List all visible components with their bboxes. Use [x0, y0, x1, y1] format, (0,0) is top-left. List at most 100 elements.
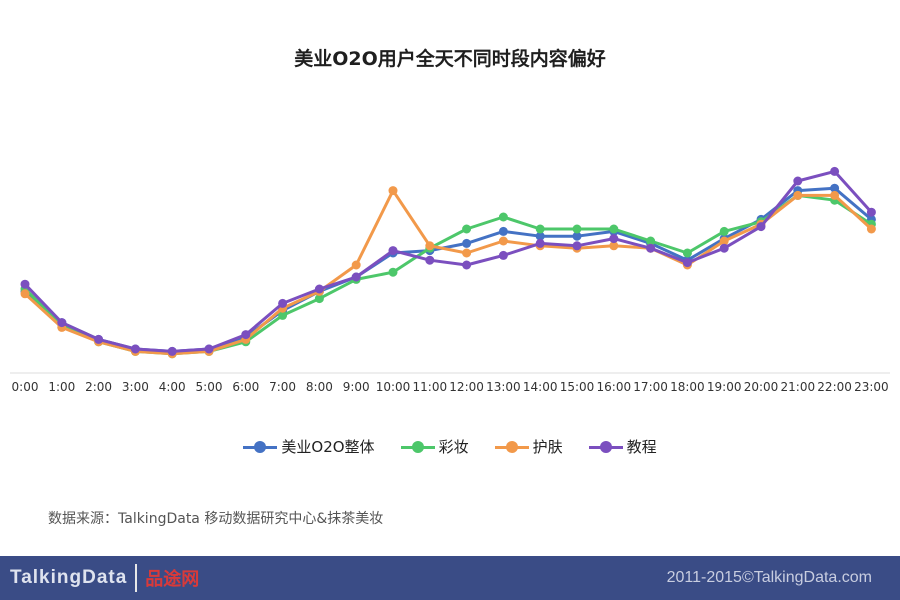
legend-swatch — [400, 440, 435, 454]
data-point — [682, 258, 692, 268]
data-point — [498, 212, 508, 222]
series-layer — [20, 166, 876, 359]
data-point — [830, 190, 840, 200]
x-tick-label: 22:00 — [817, 380, 852, 394]
series-line — [23, 169, 873, 353]
data-point — [351, 260, 361, 270]
legend-swatch — [494, 440, 529, 454]
data-point — [388, 267, 398, 277]
series-0 — [20, 183, 876, 356]
x-tick-label: 12:00 — [449, 380, 484, 394]
legend-item: 彩妆 — [400, 436, 469, 457]
data-point — [572, 231, 582, 241]
data-point — [682, 248, 692, 258]
data-point — [719, 236, 729, 246]
data-point — [351, 272, 361, 282]
x-tick-label: 15:00 — [560, 380, 595, 394]
legend-label: 教程 — [626, 438, 657, 456]
data-point — [498, 236, 508, 246]
x-tick-label: 13:00 — [486, 380, 521, 394]
series-3 — [20, 166, 876, 356]
data-point — [756, 222, 766, 232]
x-tick-label: 21:00 — [781, 380, 816, 394]
data-point — [425, 241, 435, 251]
x-tick-label: 3:00 — [122, 380, 149, 394]
data-point — [719, 226, 729, 236]
data-point — [609, 224, 619, 234]
footer-bar: TalkingData 品途网 2011-2015©TalkingData.co… — [0, 556, 900, 600]
footer-copyright: 2011-2015©TalkingData.com — [666, 569, 872, 586]
data-point — [94, 334, 104, 344]
x-tick-label: 8:00 — [306, 380, 333, 394]
data-point — [535, 231, 545, 241]
legend-label: 护肤 — [532, 438, 563, 456]
x-tick-label: 6:00 — [232, 380, 259, 394]
series-line — [24, 186, 873, 353]
x-tick-label: 2:00 — [85, 380, 112, 394]
data-point — [572, 241, 582, 251]
legend: 美业O2O整体 彩妆 护肤 教程 — [0, 436, 900, 457]
x-tick-label: 10:00 — [376, 380, 411, 394]
series-line — [23, 193, 873, 356]
x-tick-label: 1:00 — [48, 380, 75, 394]
data-point — [609, 241, 619, 251]
series-1 — [20, 190, 876, 359]
data-point — [388, 246, 398, 256]
data-point — [793, 176, 803, 186]
legend-item: 美业O2O整体 — [243, 436, 375, 457]
x-tick-label: 18:00 — [670, 380, 705, 394]
data-point — [498, 250, 508, 260]
data-point — [20, 279, 30, 289]
data-point — [314, 284, 324, 294]
data-point — [130, 344, 140, 354]
x-tick-label: 20:00 — [744, 380, 779, 394]
data-point — [535, 224, 545, 234]
footer-divider — [135, 564, 138, 592]
x-tick-label: 0:00 — [12, 380, 39, 394]
data-point — [20, 289, 30, 299]
legend-item: 教程 — [588, 436, 657, 457]
legend-item: 护肤 — [494, 436, 563, 457]
legend-swatch — [588, 440, 623, 454]
data-point — [241, 330, 251, 340]
legend-label: 美业O2O整体 — [281, 438, 375, 456]
legend-label: 彩妆 — [438, 438, 469, 456]
data-point — [388, 186, 398, 196]
x-tick-label: 11:00 — [413, 380, 448, 394]
legend-swatch — [243, 440, 278, 454]
chart-title: 美业O2O用户全天不同时段内容偏好 — [294, 48, 606, 70]
data-point — [462, 260, 472, 270]
data-point — [646, 236, 656, 246]
data-point — [646, 243, 656, 253]
x-tick-label: 9:00 — [343, 380, 370, 394]
data-point — [278, 310, 288, 320]
data-point — [866, 207, 876, 217]
data-point — [498, 226, 508, 236]
footer-watermark: 品途网 — [145, 569, 200, 590]
data-point — [167, 346, 177, 356]
x-tick-label: 4:00 — [159, 380, 186, 394]
data-point — [535, 238, 545, 248]
x-tick-label: 7:00 — [269, 380, 296, 394]
data-point — [830, 166, 840, 176]
data-source-note: 数据来源：TalkingData 移动数据研究中心&抹茶美妆 — [48, 511, 384, 527]
data-point — [57, 318, 67, 328]
data-point — [793, 190, 803, 200]
series-line — [23, 189, 873, 356]
footer-brand: TalkingData — [10, 567, 128, 588]
data-point — [204, 344, 214, 354]
x-tick-label: 23:00 — [854, 380, 889, 394]
data-point — [462, 224, 472, 234]
data-point — [278, 298, 288, 308]
data-point — [609, 234, 619, 244]
line-chart: 0:00 1:00 2:00 3:00 4:00 5:00 6:00 7:00 8:00 9:00… — [10, 166, 890, 394]
data-point — [830, 183, 840, 193]
x-tick-label: 14:00 — [523, 380, 558, 394]
data-point — [719, 243, 729, 253]
footer-logo: TalkingData 品途网 — [10, 564, 199, 592]
x-tick-label: 5:00 — [196, 380, 223, 394]
x-tick-label: 17:00 — [633, 380, 668, 394]
data-point — [866, 224, 876, 234]
data-point — [314, 294, 324, 304]
x-tick-label: 19:00 — [707, 380, 742, 394]
